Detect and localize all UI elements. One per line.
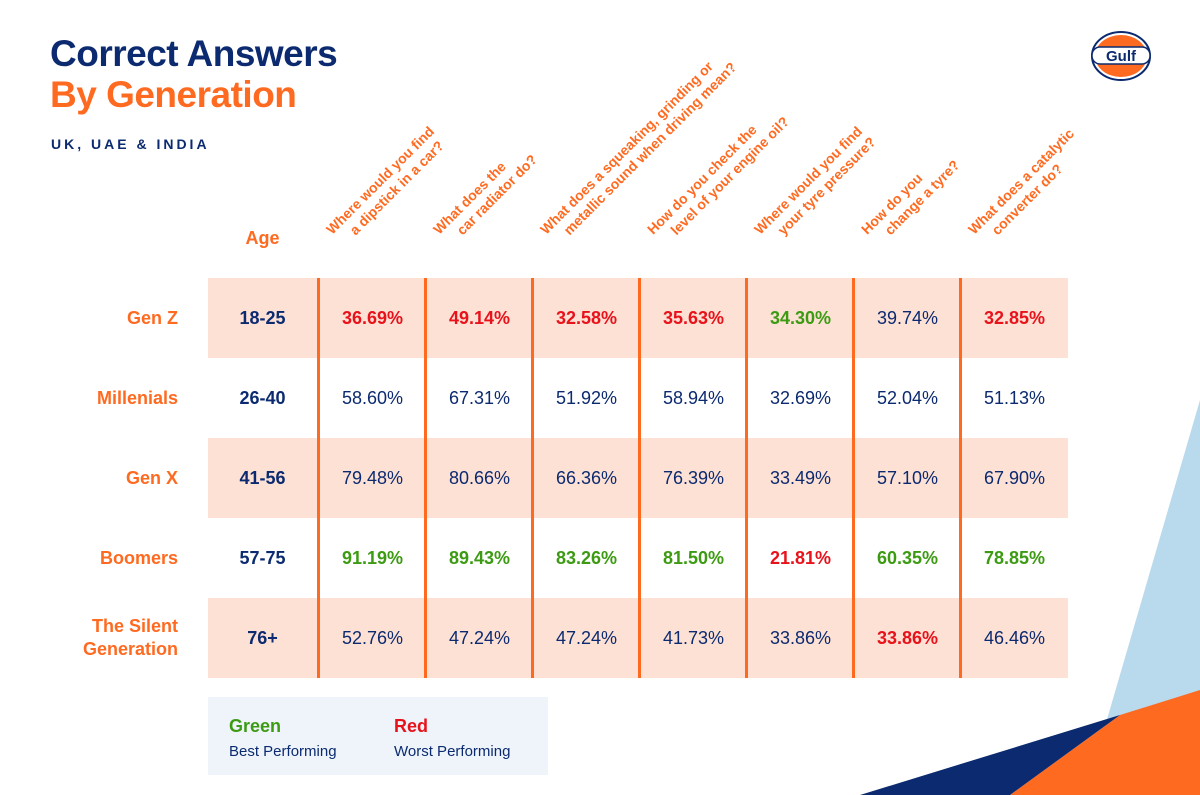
gulf-logo: Gulf — [1091, 31, 1151, 81]
value-cell: 32.69% — [769, 388, 832, 408]
column-divider — [638, 278, 641, 678]
value-cell: 34.30% — [769, 308, 832, 328]
value-cell: 49.14% — [448, 308, 511, 328]
legend-green-title: Green — [229, 716, 282, 736]
column-divider — [317, 278, 320, 678]
value-cell: 91.19% — [341, 548, 404, 568]
value-cell: 47.24% — [555, 628, 618, 648]
age-cell: 76+ — [247, 628, 278, 648]
generation-label-line: Gen Z — [126, 307, 178, 328]
legend-green-desc: Best Performing — [229, 743, 337, 760]
column-divider — [852, 278, 855, 678]
value-cell: 39.74% — [876, 308, 939, 328]
value-cell: 51.92% — [555, 388, 618, 408]
value-cell: 47.24% — [448, 628, 511, 648]
value-cell: 57.10% — [876, 468, 939, 488]
value-cell: 52.76% — [341, 628, 404, 648]
value-cell: 81.50% — [662, 548, 725, 568]
svg-text:Gulf: Gulf — [1106, 48, 1137, 65]
generation-label-line: Boomers — [99, 547, 178, 568]
value-cell: 80.66% — [448, 468, 511, 488]
value-cell: 67.31% — [448, 388, 511, 408]
generation-label: Millenials — [18, 387, 178, 410]
value-cell: 76.39% — [662, 468, 725, 488]
title-line-2: By Generation — [50, 74, 297, 115]
value-cell: 79.48% — [341, 468, 404, 488]
subtitle: UK, UAE & INDIA — [51, 136, 210, 152]
value-cell: 58.60% — [341, 388, 404, 408]
value-cell: 60.35% — [876, 548, 939, 568]
value-cell: 33.86% — [876, 628, 939, 648]
generation-label: Gen X — [18, 467, 178, 490]
value-cell: 66.36% — [555, 468, 618, 488]
value-cell: 21.81% — [769, 548, 832, 568]
generation-label-line: Generation — [82, 639, 178, 659]
age-cell: 26-40 — [239, 388, 286, 408]
column-divider — [531, 278, 534, 678]
age-cell: 18-25 — [239, 308, 286, 328]
value-cell: 33.49% — [769, 468, 832, 488]
value-cell: 33.86% — [769, 628, 832, 648]
legend-red-title: Red — [394, 716, 429, 736]
title-line-1: Correct Answers — [50, 33, 338, 74]
value-cell: 41.73% — [662, 628, 725, 648]
generation-label: Boomers — [18, 547, 178, 570]
generation-label-line: The Silent — [91, 616, 178, 636]
generation-label-line: Millenials — [96, 387, 178, 408]
age-cell: 57-75 — [239, 548, 286, 568]
legend: Green Best Performing Red Worst Performi… — [208, 697, 548, 775]
value-cell: 32.85% — [983, 308, 1046, 328]
value-cell: 89.43% — [448, 548, 511, 568]
column-divider — [424, 278, 427, 678]
age-cell: 41-56 — [239, 468, 286, 488]
column-divider — [745, 278, 748, 678]
value-cell: 78.85% — [983, 548, 1046, 568]
value-cell: 58.94% — [662, 388, 725, 408]
age-header: Age — [245, 228, 280, 248]
generation-label: Gen Z — [18, 307, 178, 330]
value-cell: 36.69% — [341, 308, 404, 328]
value-cell: 51.13% — [983, 388, 1046, 408]
value-cell: 52.04% — [876, 388, 939, 408]
legend-red-desc: Worst Performing — [394, 743, 511, 760]
generation-label: The Silent Generation — [18, 615, 178, 661]
value-cell: 83.26% — [555, 548, 618, 568]
value-cell: 46.46% — [983, 628, 1046, 648]
column-divider — [959, 278, 962, 678]
value-cell: 32.58% — [555, 308, 618, 328]
value-cell: 67.90% — [983, 468, 1046, 488]
value-cell: 35.63% — [662, 308, 725, 328]
generation-label-line: Gen X — [125, 467, 178, 488]
